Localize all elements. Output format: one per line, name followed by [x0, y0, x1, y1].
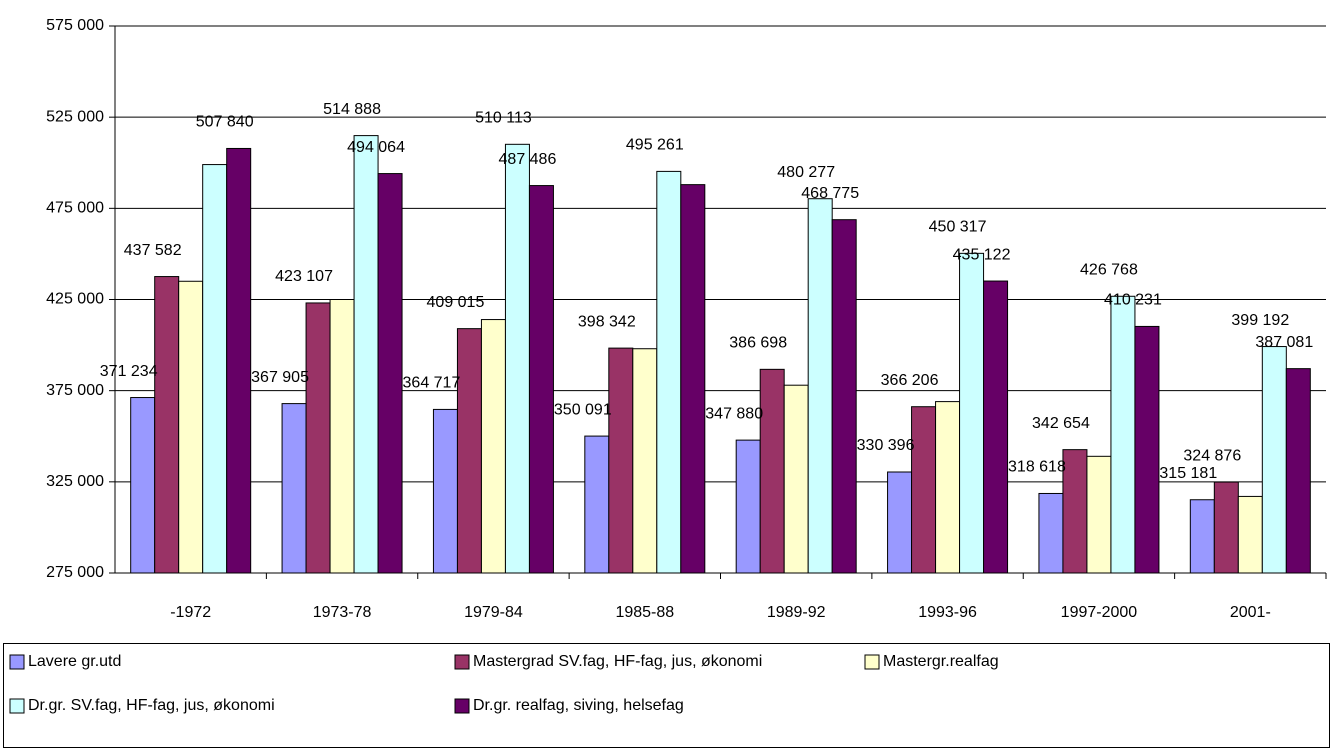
legend-swatch — [9, 654, 25, 670]
data-label: 318 618 — [1008, 459, 1066, 476]
data-label: 495 261 — [626, 137, 684, 154]
bar — [680, 184, 706, 574]
data-label: 494 064 — [347, 139, 405, 156]
legend-label: Mastergr.realfag — [883, 653, 999, 670]
data-label: 386 698 — [729, 335, 787, 352]
bar — [1062, 449, 1088, 574]
bar — [353, 135, 379, 574]
x-tick-label: 1973-78 — [313, 604, 372, 621]
bar — [480, 319, 506, 574]
data-label: 315 181 — [1159, 465, 1217, 482]
data-label: 342 654 — [1032, 415, 1090, 432]
legend-swatch — [864, 654, 880, 670]
bar — [377, 173, 403, 574]
bar — [1134, 325, 1160, 574]
bar — [1038, 492, 1064, 574]
data-label: 510 113 — [475, 110, 532, 127]
bar — [656, 170, 682, 574]
data-label: 330 396 — [857, 437, 915, 454]
bar — [1189, 499, 1215, 574]
data-label: 367 905 — [251, 369, 309, 386]
data-label: 468 775 — [801, 185, 859, 202]
x-tick-label: -1972 — [170, 604, 211, 621]
legend-swatch — [454, 654, 470, 670]
data-label: 371 234 — [100, 363, 158, 380]
bar — [584, 435, 610, 574]
data-label: 398 342 — [578, 313, 636, 330]
y-tick-label: 325 000 — [46, 473, 104, 490]
bar — [305, 302, 331, 574]
y-tick-label: 275 000 — [46, 564, 104, 581]
bar — [735, 439, 761, 574]
bar — [608, 347, 634, 574]
legend-box — [3, 643, 1330, 748]
data-label: 437 582 — [124, 242, 182, 259]
y-tick-label: 525 000 — [46, 108, 104, 125]
bar — [178, 280, 204, 574]
bar — [783, 384, 809, 574]
legend-swatch — [454, 698, 470, 714]
data-label: 450 317 — [929, 219, 987, 236]
bar — [1237, 495, 1263, 574]
data-label: 350 091 — [554, 401, 612, 418]
bar — [911, 406, 937, 574]
bar — [959, 252, 985, 574]
data-label: 409 015 — [427, 294, 485, 311]
x-tick-label: 1993-96 — [918, 604, 977, 621]
bar — [154, 276, 180, 574]
data-label: 387 081 — [1255, 334, 1313, 351]
bar — [1285, 368, 1311, 574]
data-label: 347 880 — [705, 405, 763, 422]
bar — [1110, 295, 1136, 574]
x-tick-label: 1979-84 — [464, 604, 523, 621]
data-label: 399 192 — [1231, 312, 1289, 329]
bar — [887, 471, 913, 574]
data-label: 364 717 — [403, 375, 461, 392]
x-tick-label: 1985-88 — [615, 604, 674, 621]
bar — [226, 147, 252, 574]
legend-label: Mastergrad SV.fag, HF-fag, jus, økonomi — [473, 653, 762, 670]
legend-label: Lavere gr.utd — [28, 653, 121, 670]
bar — [759, 368, 785, 574]
bar — [130, 397, 156, 574]
bar — [528, 185, 554, 574]
data-label: 423 107 — [275, 268, 333, 285]
data-label: 426 768 — [1080, 261, 1138, 278]
data-label: 435 122 — [953, 246, 1011, 263]
y-tick-label: 575 000 — [46, 17, 104, 34]
bar — [807, 198, 833, 574]
y-tick-label: 425 000 — [46, 291, 104, 308]
data-label: 410 231 — [1104, 292, 1162, 309]
bar — [281, 403, 307, 574]
x-tick-label: 1989-92 — [767, 604, 826, 621]
bar — [935, 401, 961, 574]
bar — [504, 143, 530, 574]
bar — [1213, 481, 1239, 574]
legend-swatch — [9, 698, 25, 714]
data-label: 324 876 — [1183, 447, 1241, 464]
bar — [831, 219, 857, 574]
bar — [329, 299, 355, 574]
x-tick-label: 2001- — [1230, 604, 1271, 621]
data-label: 507 840 — [196, 114, 254, 131]
bar — [1261, 346, 1287, 574]
bar — [456, 328, 482, 574]
data-label: 487 486 — [499, 151, 557, 168]
data-label: 480 277 — [777, 164, 835, 181]
y-tick-label: 375 000 — [46, 382, 104, 399]
bar — [432, 408, 458, 574]
data-label: 366 206 — [881, 372, 939, 389]
bar — [983, 280, 1009, 574]
x-tick-label: 1997-2000 — [1061, 604, 1138, 621]
data-label: 514 888 — [323, 101, 381, 118]
legend-label: Dr.gr. SV.fag, HF-fag, jus, økonomi — [28, 697, 275, 714]
bar — [1086, 455, 1112, 574]
y-tick-label: 475 000 — [46, 200, 104, 217]
legend-label: Dr.gr. realfag, siving, helsefag — [473, 697, 684, 714]
bar — [202, 164, 228, 574]
bar — [632, 348, 658, 574]
